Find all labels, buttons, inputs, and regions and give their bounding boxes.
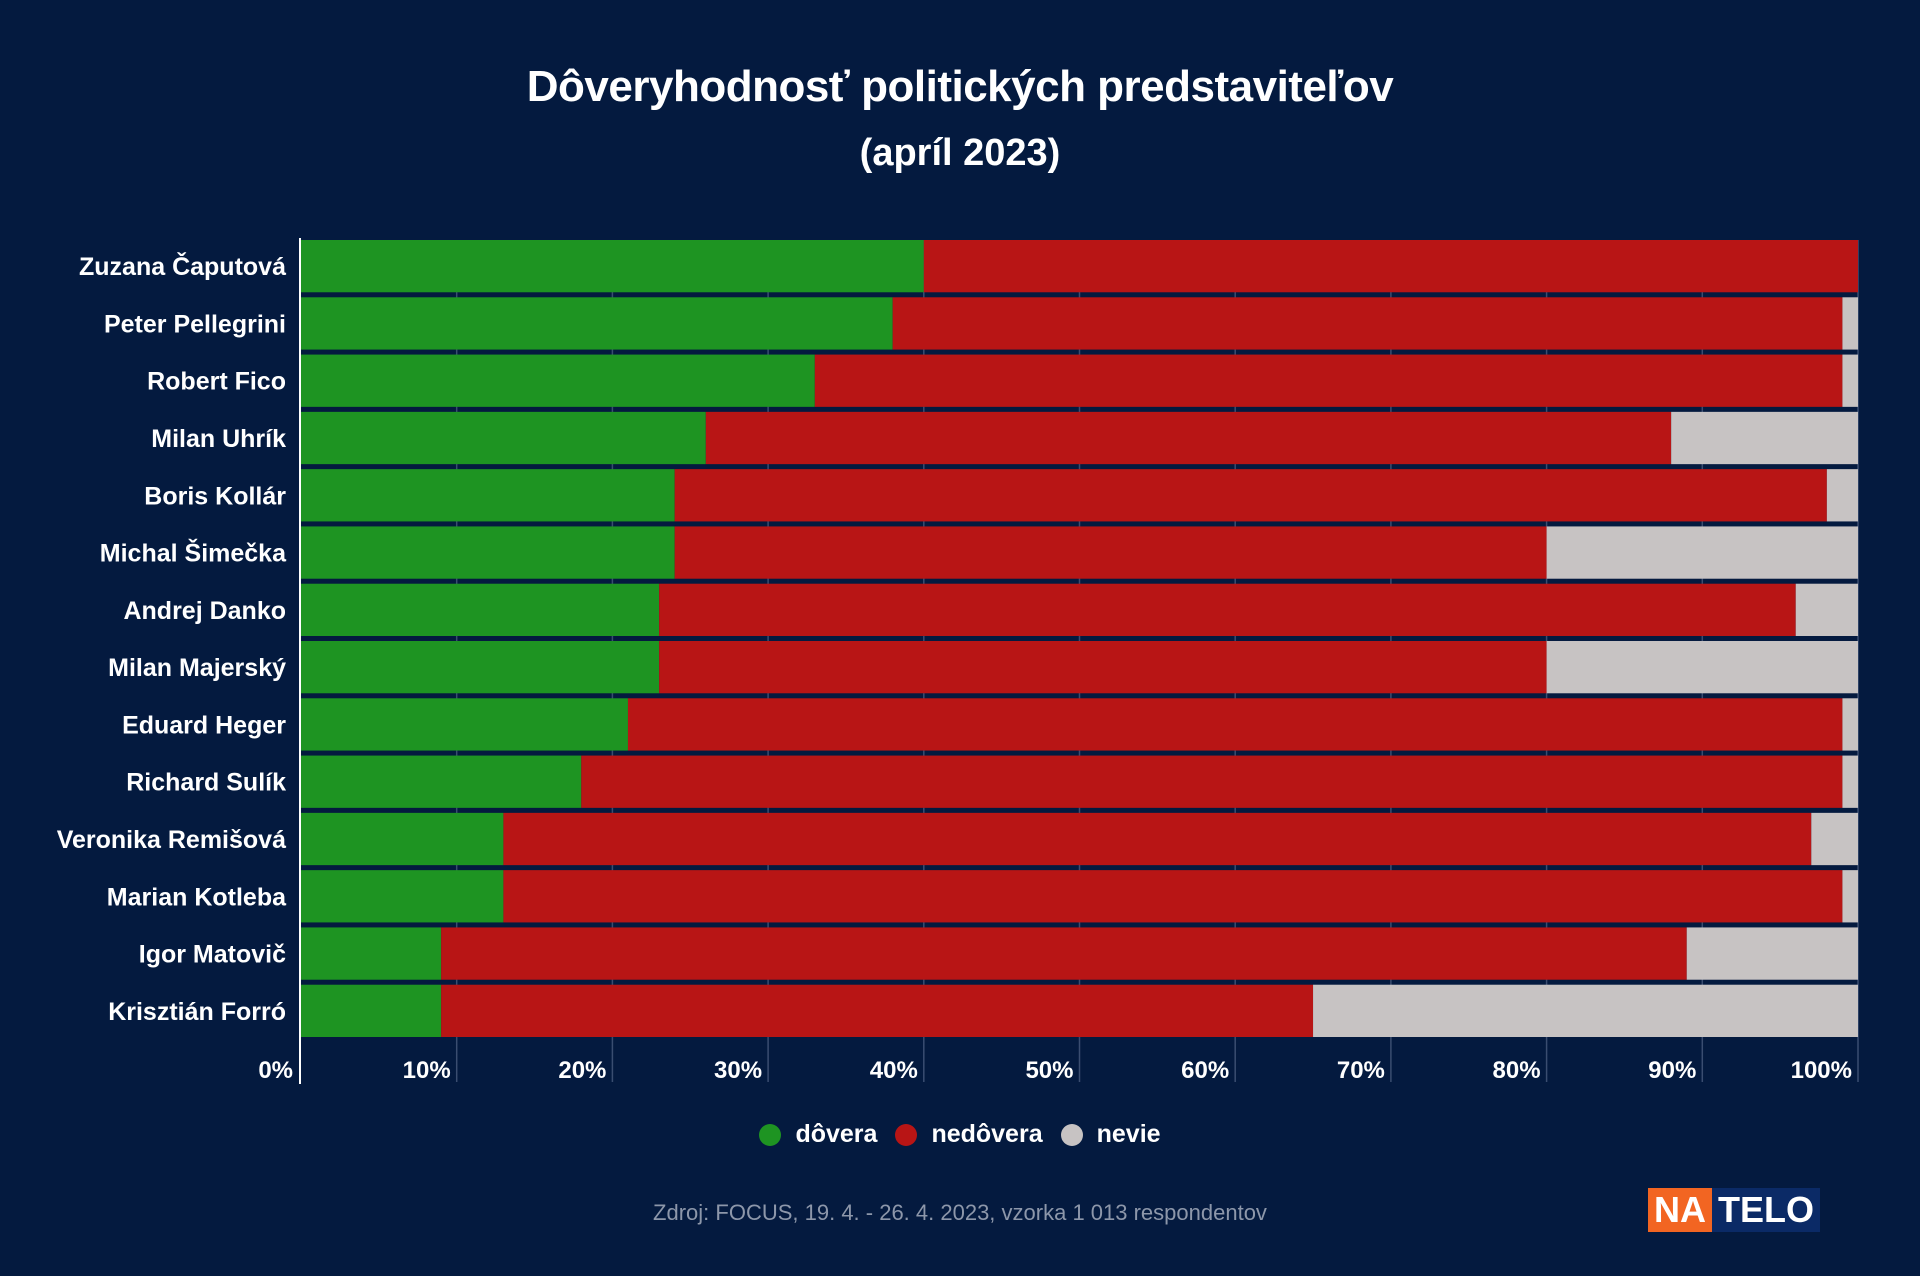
- bar-segment-distrust[interactable]: [503, 870, 1843, 923]
- bar-segment-distrust[interactable]: [659, 641, 1547, 694]
- bar-segment-distrust[interactable]: [892, 297, 1843, 350]
- stacked-bar-chart: Zuzana Čaputová Peter Pellegrini Robert Fi…: [57, 238, 1859, 1084]
- x-tick-label: 20%: [558, 1057, 606, 1084]
- bar-segment-distrust[interactable]: [814, 354, 1843, 407]
- category-label: Robert Fico: [147, 368, 286, 396]
- bar-segment-distrust[interactable]: [674, 469, 1827, 522]
- chart-title: Dôveryhodnosť politických predstaviteľov: [526, 62, 1394, 111]
- x-tick-label: 30%: [714, 1057, 762, 1084]
- legend-dot-dont-know: [1060, 1123, 1083, 1146]
- category-label: Michal Šimečka: [100, 538, 287, 568]
- x-tick-label: 40%: [870, 1057, 918, 1084]
- category-label: Krisztián Forró: [108, 998, 286, 1026]
- chart-subtitle: (apríl 2023): [859, 132, 1061, 174]
- bar-segment-trust[interactable]: [301, 583, 660, 636]
- legend-item-trust[interactable]: dôvera: [759, 1120, 877, 1149]
- category-label: Milan Uhrík: [151, 425, 286, 453]
- logo-na: NA: [1648, 1188, 1712, 1232]
- bar-segment-trust[interactable]: [301, 526, 675, 579]
- category-label: Zuzana Čaputová: [79, 251, 286, 281]
- legend-dot-distrust: [895, 1123, 918, 1146]
- x-axis-ticks: 0% 10% 20% 30% 40% 50% 60% 70% 80% 90% 100%: [258, 1057, 1852, 1084]
- x-tick-label: 10%: [403, 1057, 451, 1084]
- x-tick-label: 90%: [1648, 1057, 1696, 1084]
- x-tick-label: 50%: [1025, 1057, 1073, 1084]
- bar-segment-dont-know[interactable]: [1671, 411, 1858, 465]
- category-label: Eduard Heger: [122, 711, 286, 739]
- category-label: Peter Pellegrini: [104, 310, 286, 338]
- legend: dôvera nedôvera nevie: [0, 1120, 1920, 1149]
- category-label: Veronika Remišová: [57, 826, 286, 854]
- bar-segment-trust[interactable]: [301, 984, 442, 1037]
- x-tick-label: 60%: [1181, 1057, 1229, 1084]
- category-label: Boris Kollár: [144, 482, 286, 510]
- legend-item-distrust[interactable]: nedôvera: [895, 1120, 1043, 1149]
- x-tick-label: 100%: [1791, 1057, 1852, 1084]
- natelo-logo: NA TELO: [1648, 1188, 1820, 1232]
- bar-segment-dont-know[interactable]: [1842, 870, 1858, 923]
- legend-label-dont-know: nevie: [1096, 1120, 1161, 1148]
- bar-segment-trust[interactable]: [301, 698, 628, 751]
- bar-segment-trust[interactable]: [301, 469, 675, 522]
- bar-segment-trust[interactable]: [301, 240, 924, 293]
- category-label: Andrej Danko: [123, 597, 286, 625]
- bar-segment-distrust[interactable]: [674, 526, 1547, 579]
- logo-telo: TELO: [1712, 1188, 1820, 1232]
- bar-segment-dont-know[interactable]: [1686, 927, 1858, 980]
- x-tick-label: 0%: [258, 1057, 293, 1084]
- bar-segment-dont-know[interactable]: [1546, 526, 1858, 579]
- legend-dot-trust: [759, 1123, 782, 1146]
- category-label: Igor Matovič: [139, 941, 286, 969]
- bar-segment-distrust[interactable]: [441, 984, 1314, 1037]
- bar-segment-dont-know[interactable]: [1842, 297, 1858, 350]
- x-tick-label: 70%: [1337, 1057, 1385, 1084]
- bar-segment-trust[interactable]: [301, 641, 660, 694]
- bar-segment-dont-know[interactable]: [1313, 984, 1858, 1037]
- bar-segment-trust[interactable]: [301, 927, 442, 980]
- bar-segment-dont-know[interactable]: [1826, 469, 1858, 522]
- bar-segment-trust[interactable]: [301, 812, 504, 866]
- bar-segment-trust[interactable]: [301, 755, 582, 808]
- bar-segment-distrust[interactable]: [441, 927, 1687, 980]
- bar-segment-trust[interactable]: [301, 870, 504, 923]
- bar-segment-trust[interactable]: [301, 354, 815, 407]
- legend-label-trust: dôvera: [795, 1120, 878, 1148]
- bar-segment-distrust[interactable]: [705, 411, 1672, 465]
- bar-segment-trust[interactable]: [301, 411, 706, 465]
- bar-segment-dont-know[interactable]: [1546, 641, 1858, 694]
- category-label: Marian Kotleba: [107, 883, 287, 911]
- category-label: Richard Sulík: [126, 769, 286, 797]
- bar-segment-distrust[interactable]: [503, 812, 1812, 866]
- bar-segment-dont-know[interactable]: [1811, 812, 1858, 866]
- bar-segment-dont-know[interactable]: [1842, 755, 1858, 808]
- bar-segment-dont-know[interactable]: [1842, 354, 1858, 407]
- bar-segment-dont-know[interactable]: [1842, 698, 1858, 751]
- bar-segment-trust[interactable]: [301, 297, 893, 350]
- bars: [301, 240, 1858, 1037]
- bar-segment-distrust[interactable]: [659, 583, 1796, 636]
- category-labels: Zuzana Čaputová Peter Pellegrini Robert Fi…: [57, 251, 287, 1026]
- bar-segment-distrust[interactable]: [923, 240, 1858, 293]
- legend-label-distrust: nedôvera: [931, 1120, 1043, 1148]
- legend-item-dont-know[interactable]: nevie: [1060, 1120, 1161, 1149]
- x-tick-label: 80%: [1493, 1057, 1541, 1084]
- source-note: Zdroj: FOCUS, 19. 4. - 26. 4. 2023, vzor…: [653, 1200, 1267, 1225]
- bar-segment-distrust[interactable]: [581, 755, 1843, 808]
- bar-segment-dont-know[interactable]: [1795, 583, 1858, 636]
- bar-segment-distrust[interactable]: [627, 698, 1843, 751]
- category-label: Milan Majerský: [108, 654, 286, 682]
